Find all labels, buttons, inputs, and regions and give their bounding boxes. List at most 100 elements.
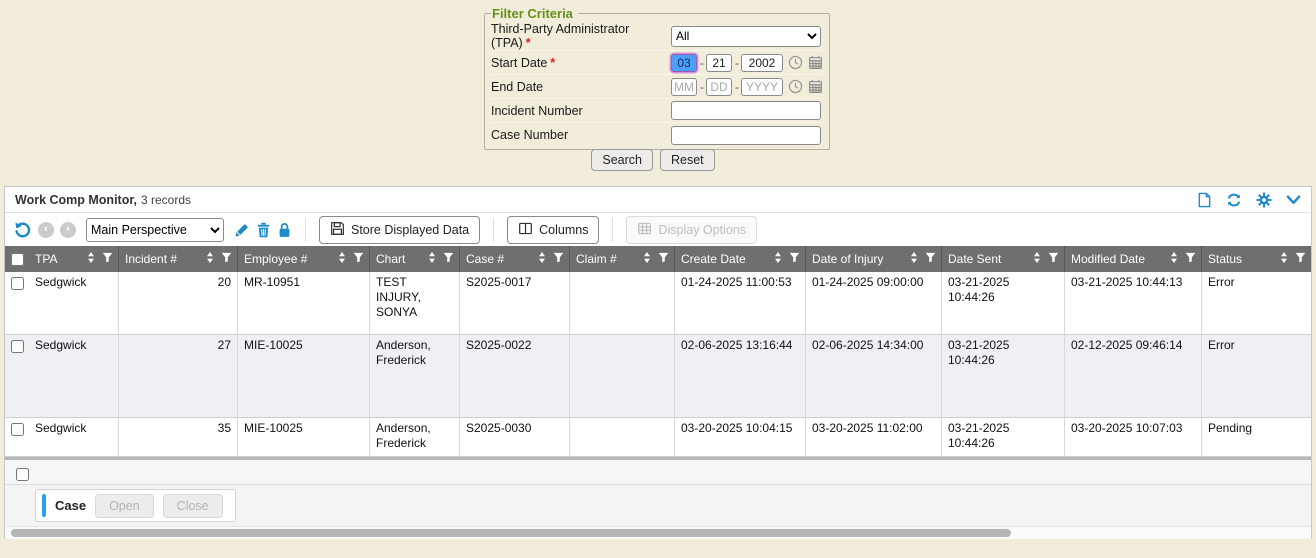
case-number-input[interactable] xyxy=(671,125,821,145)
sort-icon[interactable] xyxy=(774,252,782,266)
sort-icon[interactable] xyxy=(1280,252,1288,266)
action-bar: Case Open Close xyxy=(5,485,1311,526)
cell-modified_date: 03-20-2025 10:07:03 xyxy=(1065,418,1202,456)
sort-icon[interactable] xyxy=(1170,252,1178,266)
toolbar-separator xyxy=(612,217,614,242)
column-header-case[interactable]: Case # xyxy=(460,246,570,272)
grid-icon xyxy=(637,221,652,239)
lock-icon[interactable] xyxy=(277,222,292,238)
calendar-icon[interactable] xyxy=(808,79,823,94)
column-header-modified_date[interactable]: Modified Date xyxy=(1065,246,1202,272)
cell-chart: Anderson, Frederick xyxy=(370,335,460,417)
cell-claim xyxy=(570,335,675,417)
row-checkbox[interactable] xyxy=(10,423,24,436)
prev-page-icon[interactable]: ‹ xyxy=(38,221,54,238)
refresh-icon[interactable] xyxy=(1226,192,1242,208)
footer-checkbox[interactable] xyxy=(15,468,29,481)
cell-case: S2025-0030 xyxy=(460,418,570,456)
cell-status: Pending xyxy=(1208,421,1253,435)
column-header-claim[interactable]: Claim # xyxy=(570,246,675,272)
filter-funnel-icon[interactable] xyxy=(221,252,232,266)
toolbar-separator xyxy=(305,217,306,242)
column-header-date_of_injury[interactable]: Date of Injury xyxy=(806,246,942,272)
pencil-icon[interactable] xyxy=(234,222,250,238)
horizontal-scrollbar[interactable] xyxy=(5,526,1311,539)
date-separator: - xyxy=(700,79,704,94)
clock-icon[interactable] xyxy=(788,79,803,94)
sort-icon[interactable] xyxy=(428,252,436,266)
select-all-checkbox[interactable] xyxy=(10,252,24,266)
perspective-select[interactable]: Main Perspective xyxy=(86,217,224,242)
close-case-button[interactable]: Close xyxy=(162,493,223,518)
next-page-icon[interactable]: › xyxy=(60,221,76,238)
end-date-label: End Date xyxy=(491,79,544,94)
filter-funnel-icon[interactable] xyxy=(1048,252,1059,266)
cell-create_date: 03-20-2025 10:04:15 xyxy=(675,418,806,456)
undo-icon[interactable] xyxy=(13,220,32,239)
filter-funnel-icon[interactable] xyxy=(789,252,800,266)
end-date-day-input[interactable] xyxy=(706,77,732,96)
column-header-create_date[interactable]: Create Date xyxy=(675,246,806,272)
filter-funnel-icon[interactable] xyxy=(1295,252,1306,266)
column-header-tpa[interactable]: TPA xyxy=(29,246,119,272)
incident-number-input[interactable] xyxy=(671,101,821,120)
tpa-select[interactable]: All xyxy=(671,25,821,47)
table-toolbar: ‹ › Main Perspective Store Displayed Dat… xyxy=(5,213,1311,246)
start-date-day-input[interactable] xyxy=(706,53,732,72)
filter-funnel-icon[interactable] xyxy=(658,252,669,266)
filter-funnel-icon[interactable] xyxy=(925,252,936,266)
calendar-icon[interactable] xyxy=(808,55,823,70)
search-button[interactable]: Search xyxy=(591,149,653,171)
sort-icon[interactable] xyxy=(206,252,214,266)
sort-icon[interactable] xyxy=(643,252,651,266)
sort-icon[interactable] xyxy=(1033,252,1041,266)
store-displayed-data-button[interactable]: Store Displayed Data xyxy=(319,215,481,244)
date-separator: - xyxy=(735,79,739,94)
panel-title: Work Comp Monitor, xyxy=(15,192,137,207)
gear-icon[interactable] xyxy=(1256,192,1272,208)
cell-tpa: Sedgwick xyxy=(29,335,119,417)
open-case-button[interactable]: Open xyxy=(95,493,154,518)
chevron-down-icon[interactable] xyxy=(1286,194,1301,206)
filter-funnel-icon[interactable] xyxy=(353,252,364,266)
columns-icon xyxy=(518,221,533,239)
cell-chart: Anderson, Frederick xyxy=(370,418,460,456)
incident-number-row: Incident Number xyxy=(491,99,823,123)
cell-create_date: 02-06-2025 13:16:44 xyxy=(675,335,806,417)
column-header-employee[interactable]: Employee # xyxy=(238,246,370,272)
horizontal-scrollbar-thumb[interactable] xyxy=(11,529,1011,537)
row-checkbox[interactable] xyxy=(10,277,24,290)
case-group-label: Case xyxy=(55,498,87,513)
column-header-date_sent[interactable]: Date Sent xyxy=(942,246,1065,272)
cell-incident: 35 xyxy=(119,418,238,456)
column-header-incident[interactable]: Incident # xyxy=(119,246,238,272)
sort-icon[interactable] xyxy=(87,252,95,266)
tpa-row: Third-Party Administrator (TPA) * All xyxy=(491,22,823,51)
start-date-month-input[interactable] xyxy=(671,53,697,72)
reset-button[interactable]: Reset xyxy=(659,149,715,171)
required-asterisk: * xyxy=(525,36,531,50)
new-document-icon[interactable] xyxy=(1197,192,1212,208)
trash-icon[interactable] xyxy=(256,222,271,238)
cell-incident: 20 xyxy=(119,272,238,334)
cell-date_sent: 03-21-2025 10:44:26 xyxy=(942,272,1065,334)
end-date-year-input[interactable] xyxy=(741,77,783,96)
row-checkbox[interactable] xyxy=(10,340,24,353)
sort-icon[interactable] xyxy=(538,252,546,266)
clock-icon[interactable] xyxy=(788,55,803,70)
column-header-status[interactable]: Status xyxy=(1202,246,1311,272)
sort-icon[interactable] xyxy=(910,252,918,266)
cell-status: Error xyxy=(1208,275,1235,289)
column-header-chart[interactable]: Chart xyxy=(370,246,460,272)
columns-button[interactable]: Columns xyxy=(507,215,600,244)
display-options-button[interactable]: Display Options xyxy=(626,215,757,244)
cell-status: Error xyxy=(1208,338,1235,352)
filter-funnel-icon[interactable] xyxy=(102,252,113,266)
sort-icon[interactable] xyxy=(338,252,346,266)
cell-tpa: Sedgwick xyxy=(29,418,119,456)
filter-funnel-icon[interactable] xyxy=(1185,252,1196,266)
filter-funnel-icon[interactable] xyxy=(553,252,564,266)
filter-funnel-icon[interactable] xyxy=(443,252,454,266)
end-date-month-input[interactable] xyxy=(671,77,697,96)
start-date-year-input[interactable] xyxy=(741,53,783,72)
